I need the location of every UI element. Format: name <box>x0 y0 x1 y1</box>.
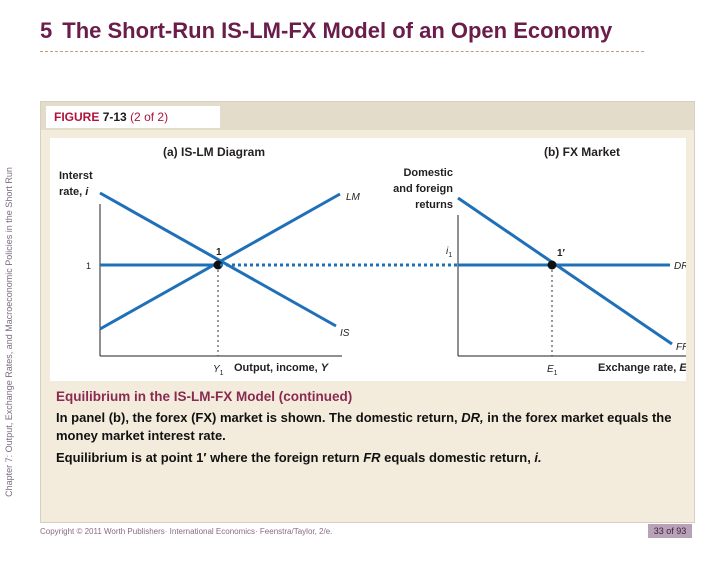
fr-curve <box>457 196 673 346</box>
figure-word: FIGURE <box>54 110 100 124</box>
chapter-side-label: Chapter 7: Output, Exchange Rates, and M… <box>4 167 14 497</box>
panel-b-y-label-2: and foreign <box>393 183 453 195</box>
figure-part: (2 of 2) <box>130 110 169 124</box>
panel-a-y-var: i <box>85 186 89 198</box>
is-label: IS <box>340 328 350 339</box>
equilibrium-point-1 <box>213 260 223 270</box>
i1-tick-label: i1 <box>446 246 452 259</box>
panel-b-x-var: E <box>679 362 686 374</box>
panel-a-y-label-text: rate, <box>59 186 85 198</box>
panel-a-x-label-text: Output, income, <box>234 362 321 374</box>
page-number-badge: 33 of 93 <box>648 524 692 538</box>
fr-label: FR <box>676 342 686 353</box>
title-divider <box>40 51 644 52</box>
y1-sub: 1 <box>220 370 224 377</box>
panel-a-x-var: Y <box>321 362 330 374</box>
caption-p1-a: In panel (b), the forex (FX) market is s… <box>56 410 462 425</box>
caption-p1-c: in the forex market equals the money mar… <box>56 410 672 443</box>
figure-label: FIGURE 7-13 (2 of 2) <box>46 106 220 128</box>
caption-heading: Equilibrium in the IS-LM-FX Model (conti… <box>56 389 353 404</box>
figure-header-bar: FIGURE 7-13 (2 of 2) <box>41 102 694 130</box>
panel-a-y-label-2: rate, i <box>59 186 89 198</box>
caption-paragraph-1: In panel (b), the forex (FX) market is s… <box>56 409 686 445</box>
e1-sub: 1 <box>554 370 558 377</box>
y1-var: Y <box>213 364 221 375</box>
panel-a-title: (a) IS-LM Diagram <box>163 145 265 159</box>
e1-var: E <box>547 364 554 375</box>
lm-label: LM <box>346 192 361 203</box>
caption-paragraph-2: Equilibrium is at point 1′ where the for… <box>56 449 686 467</box>
slide-title-text: The Short-Run IS-LM-FX Model of an Open … <box>62 18 613 43</box>
equilibrium-point-1-prime <box>547 260 557 270</box>
panel-a-y-tick: 1 <box>86 261 91 271</box>
point-1-prime-label: 1′ <box>557 248 566 259</box>
i1-var: i <box>446 246 449 257</box>
panel-b-title: (b) FX Market <box>544 145 620 159</box>
caption-p2-b: FR <box>363 450 381 465</box>
figure-number: 7-13 <box>102 110 127 124</box>
caption-p2-c: equals domestic return, <box>380 450 535 465</box>
panel-b-x-label-text: Exchange rate, <box>598 362 679 374</box>
figure-caption: Equilibrium in the IS-LM-FX Model (conti… <box>56 388 686 471</box>
point-1-label: 1 <box>216 247 222 258</box>
i1-sub: 1 <box>448 252 452 259</box>
panel-b-y-label-1: Domestic <box>403 167 453 179</box>
figure-panel: FIGURE 7-13 (2 of 2) (a) IS-LM Diagram I… <box>40 101 695 523</box>
dr-label: DR <box>674 261 686 272</box>
is-curve <box>99 191 337 328</box>
y1-tick-label: Y1 <box>213 364 224 377</box>
panel-b-x-label: Exchange rate, E <box>598 362 686 374</box>
figure-diagram-area: (a) IS-LM Diagram Interst rate, i LM IS … <box>50 138 686 381</box>
caption-p1-b: DR, <box>461 410 484 425</box>
slide-number: 5 <box>40 18 53 43</box>
is-lm-fx-diagram: (a) IS-LM Diagram Interst rate, i LM IS … <box>59 145 686 377</box>
caption-p2-d: i. <box>534 450 542 465</box>
panel-b-y-label-3: returns <box>415 199 453 211</box>
copyright-footer: Copyright © 2011 Worth Publishers· Inter… <box>40 527 333 536</box>
slide-title: 5 The Short-Run IS-LM-FX Model of an Open… <box>40 18 612 44</box>
panel-a-y-label: Interst <box>59 170 93 182</box>
e1-tick-label: E1 <box>547 364 558 377</box>
caption-p2-a: Equilibrium is at point 1′ where the for… <box>56 450 364 465</box>
panel-a-x-label: Output, income, Y <box>234 362 330 374</box>
